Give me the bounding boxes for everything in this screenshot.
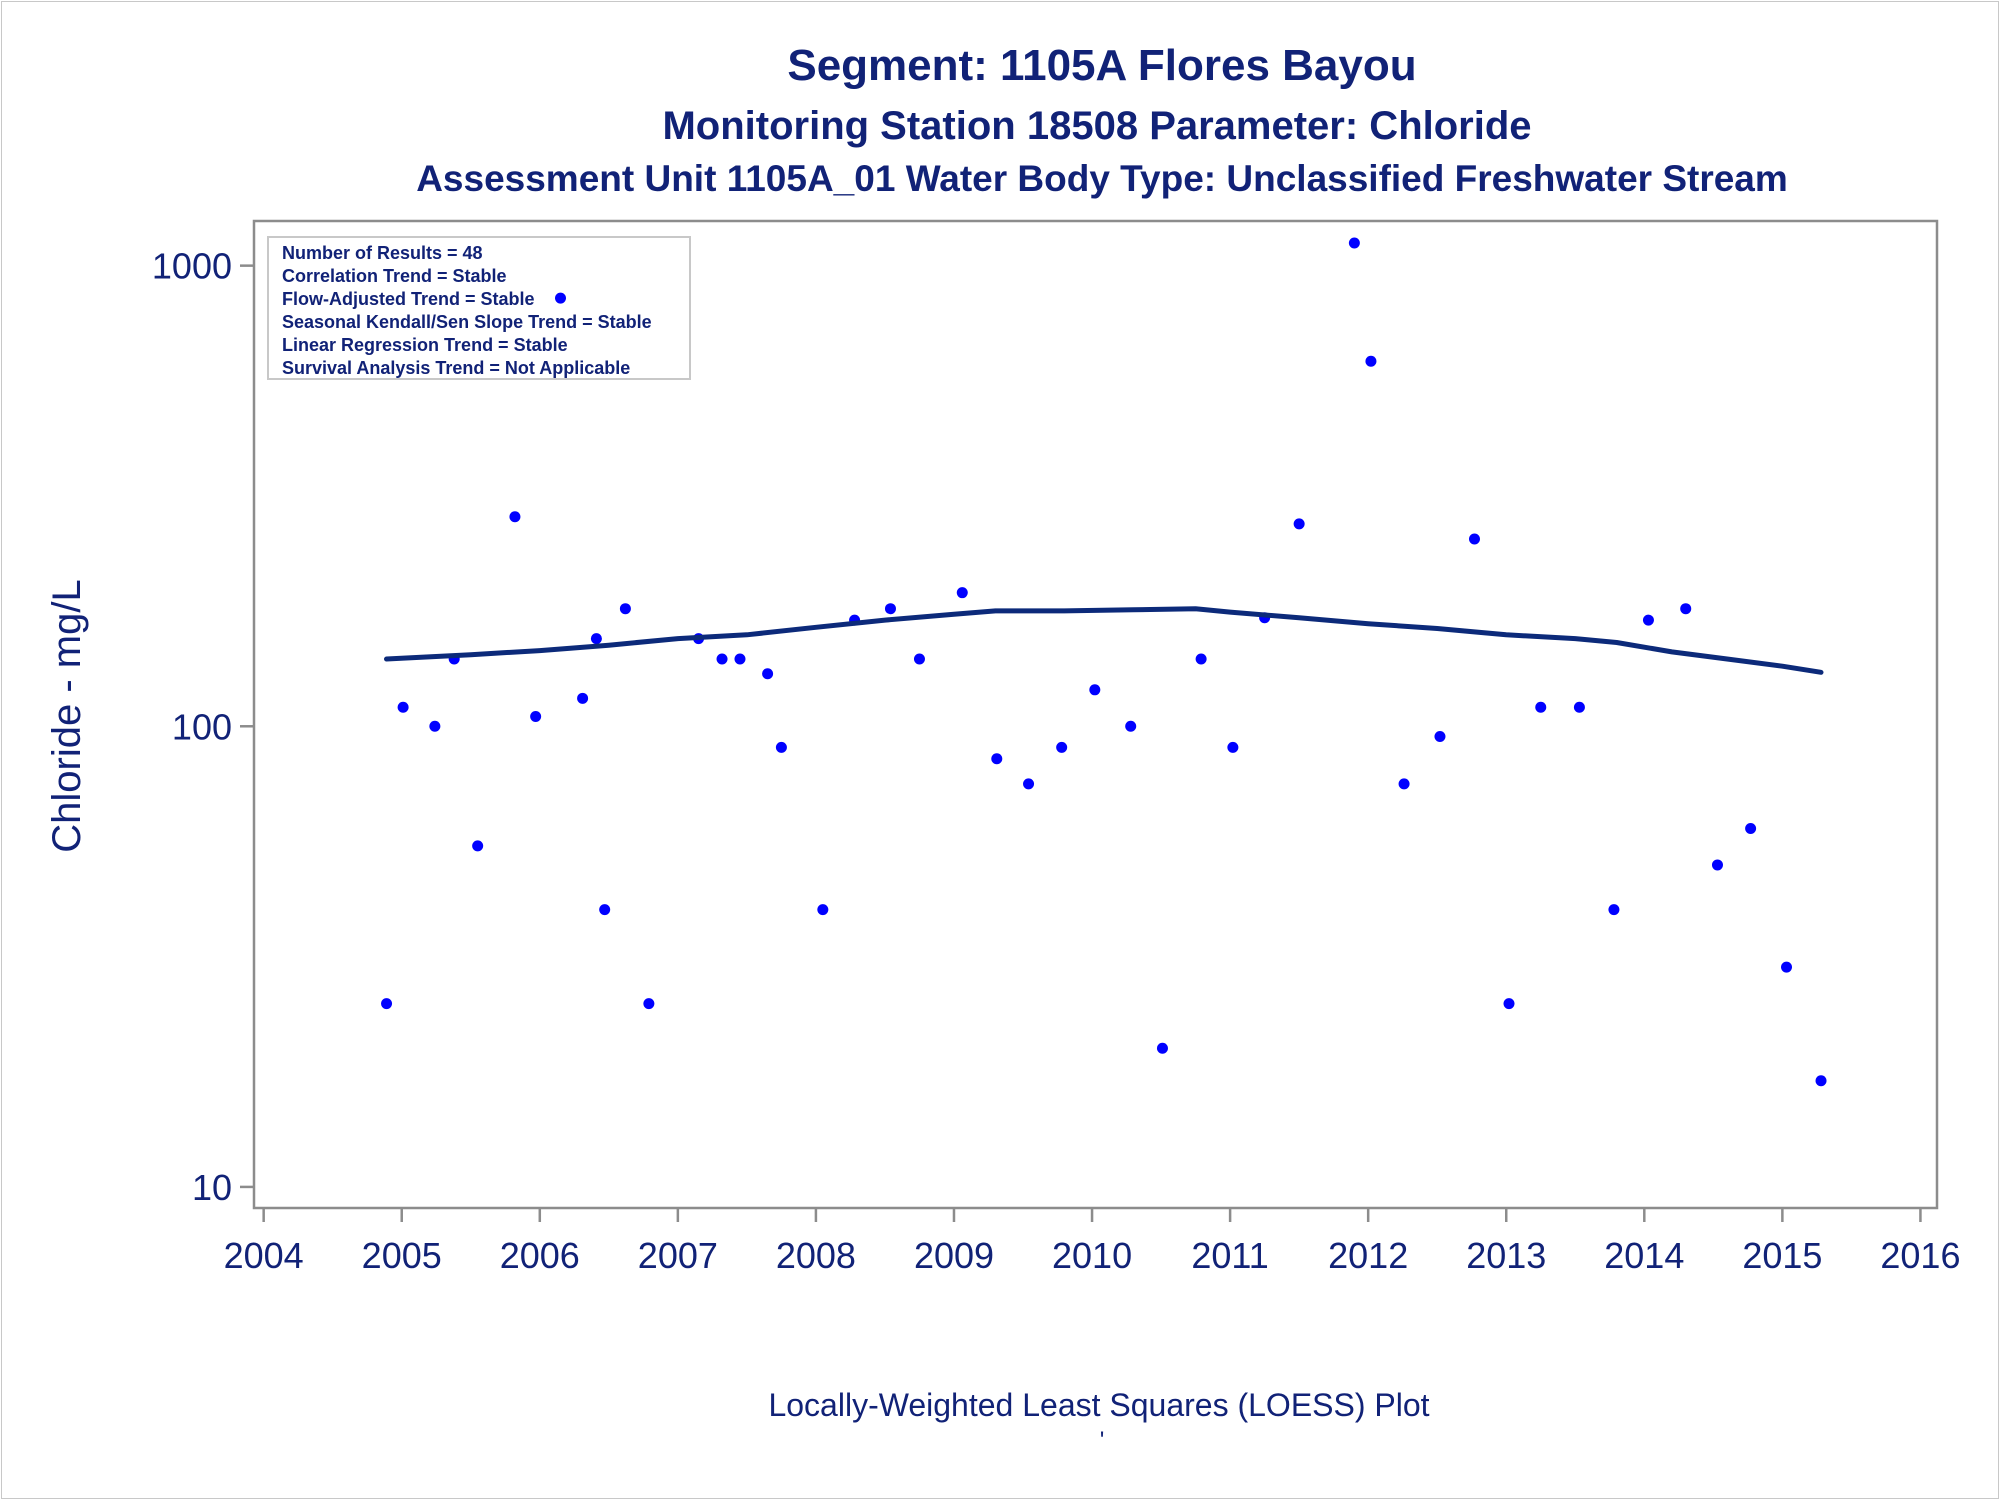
data-point (530, 711, 542, 723)
data-point (734, 653, 746, 665)
x-axis: 2004 2005 2006 2007 2008 2009 2010 2011 2012 2013… (224, 1208, 1960, 1276)
trend-info-line: Correlation Trend = Stable (282, 266, 507, 286)
x-tick-label: 2016 (1880, 1235, 1960, 1276)
x-tick-label: 2012 (1328, 1235, 1408, 1276)
data-point (762, 668, 774, 680)
data-point (884, 603, 896, 615)
trend-info-line: Number of Results = 48 (282, 243, 483, 263)
chart-subtitle-2: Assessment Unit 1105A_01 Water Body Type… (416, 158, 1788, 199)
data-point (1608, 904, 1620, 916)
loess-curve (384, 606, 1824, 675)
data-point (1573, 701, 1585, 713)
data-point (619, 603, 631, 615)
data-point (1781, 961, 1793, 973)
data-point (590, 633, 602, 645)
x-tick-label: 2011 (1191, 1235, 1268, 1276)
x-tick-label: 2009 (914, 1235, 994, 1276)
data-point (1434, 731, 1446, 743)
data-point (1293, 518, 1305, 530)
footnote-mark: ' (1100, 1427, 1105, 1454)
data-point (1195, 653, 1207, 665)
data-point (956, 587, 968, 599)
trend-info-line: Linear Regression Trend = Stable (282, 335, 568, 355)
data-point (1680, 603, 1692, 615)
x-tick-label: 2010 (1052, 1235, 1132, 1276)
data-point (1642, 614, 1654, 626)
data-point (577, 692, 589, 704)
data-point (1468, 533, 1480, 545)
y-tick-label: 1000 (152, 246, 232, 287)
data-point (599, 904, 611, 916)
x-tick-label: 2013 (1466, 1235, 1546, 1276)
chart-footnote: Locally-Weighted Least Squares (LOESS) P… (768, 1387, 1429, 1423)
data-point (817, 904, 829, 916)
data-point (1227, 741, 1239, 753)
data-point (509, 511, 521, 523)
data-point (643, 998, 655, 1010)
data-point (1711, 859, 1723, 871)
trend-info-line: Flow-Adjusted Trend = Stable (282, 289, 535, 309)
data-point (1503, 998, 1515, 1010)
trend-info-box-border (267, 236, 691, 380)
data-point (913, 653, 925, 665)
chart-subtitle: Monitoring Station 18508 Parameter: Chlo… (662, 104, 1531, 148)
y-axis-label: Chloride - mg/L (45, 579, 89, 852)
x-tick-label: 2015 (1742, 1235, 1822, 1276)
data-point (1535, 701, 1547, 713)
data-point (429, 720, 441, 732)
data-point (555, 292, 567, 304)
trend-info-box: Number of Results = 48 Correlation Trend … (267, 236, 691, 380)
data-point (472, 840, 484, 852)
data-point (716, 653, 728, 665)
data-point (1348, 237, 1360, 249)
data-point (1156, 1042, 1168, 1054)
x-tick-label: 2005 (362, 1235, 442, 1276)
data-point (1125, 720, 1137, 732)
data-point (1365, 355, 1377, 367)
data-point (1089, 684, 1101, 696)
trend-info-line: Survival Analysis Trend = Not Applicable (282, 358, 630, 378)
data-point (775, 741, 787, 753)
data-point (1398, 778, 1410, 790)
x-tick-label: 2004 (224, 1235, 304, 1276)
data-point (1815, 1075, 1827, 1087)
data-point (381, 998, 393, 1010)
x-tick-label: 2007 (638, 1235, 718, 1276)
y-tick-label: 10 (192, 1167, 232, 1208)
x-tick-label: 2014 (1604, 1235, 1684, 1276)
x-tick-label: 2006 (500, 1235, 580, 1276)
data-point (1023, 778, 1035, 790)
data-point (1745, 822, 1757, 834)
y-tick-label: 100 (172, 706, 232, 747)
data-point (1056, 741, 1068, 753)
y-axis: 10 100 1000 (152, 246, 254, 1208)
chart-title: Segment: 1105A Flores Bayou (787, 41, 1416, 90)
data-point (991, 753, 1003, 765)
trend-info-line: Seasonal Kendall/Sen Slope Trend = Stabl… (282, 312, 652, 332)
data-point (397, 701, 409, 713)
x-tick-label: 2008 (776, 1235, 856, 1276)
